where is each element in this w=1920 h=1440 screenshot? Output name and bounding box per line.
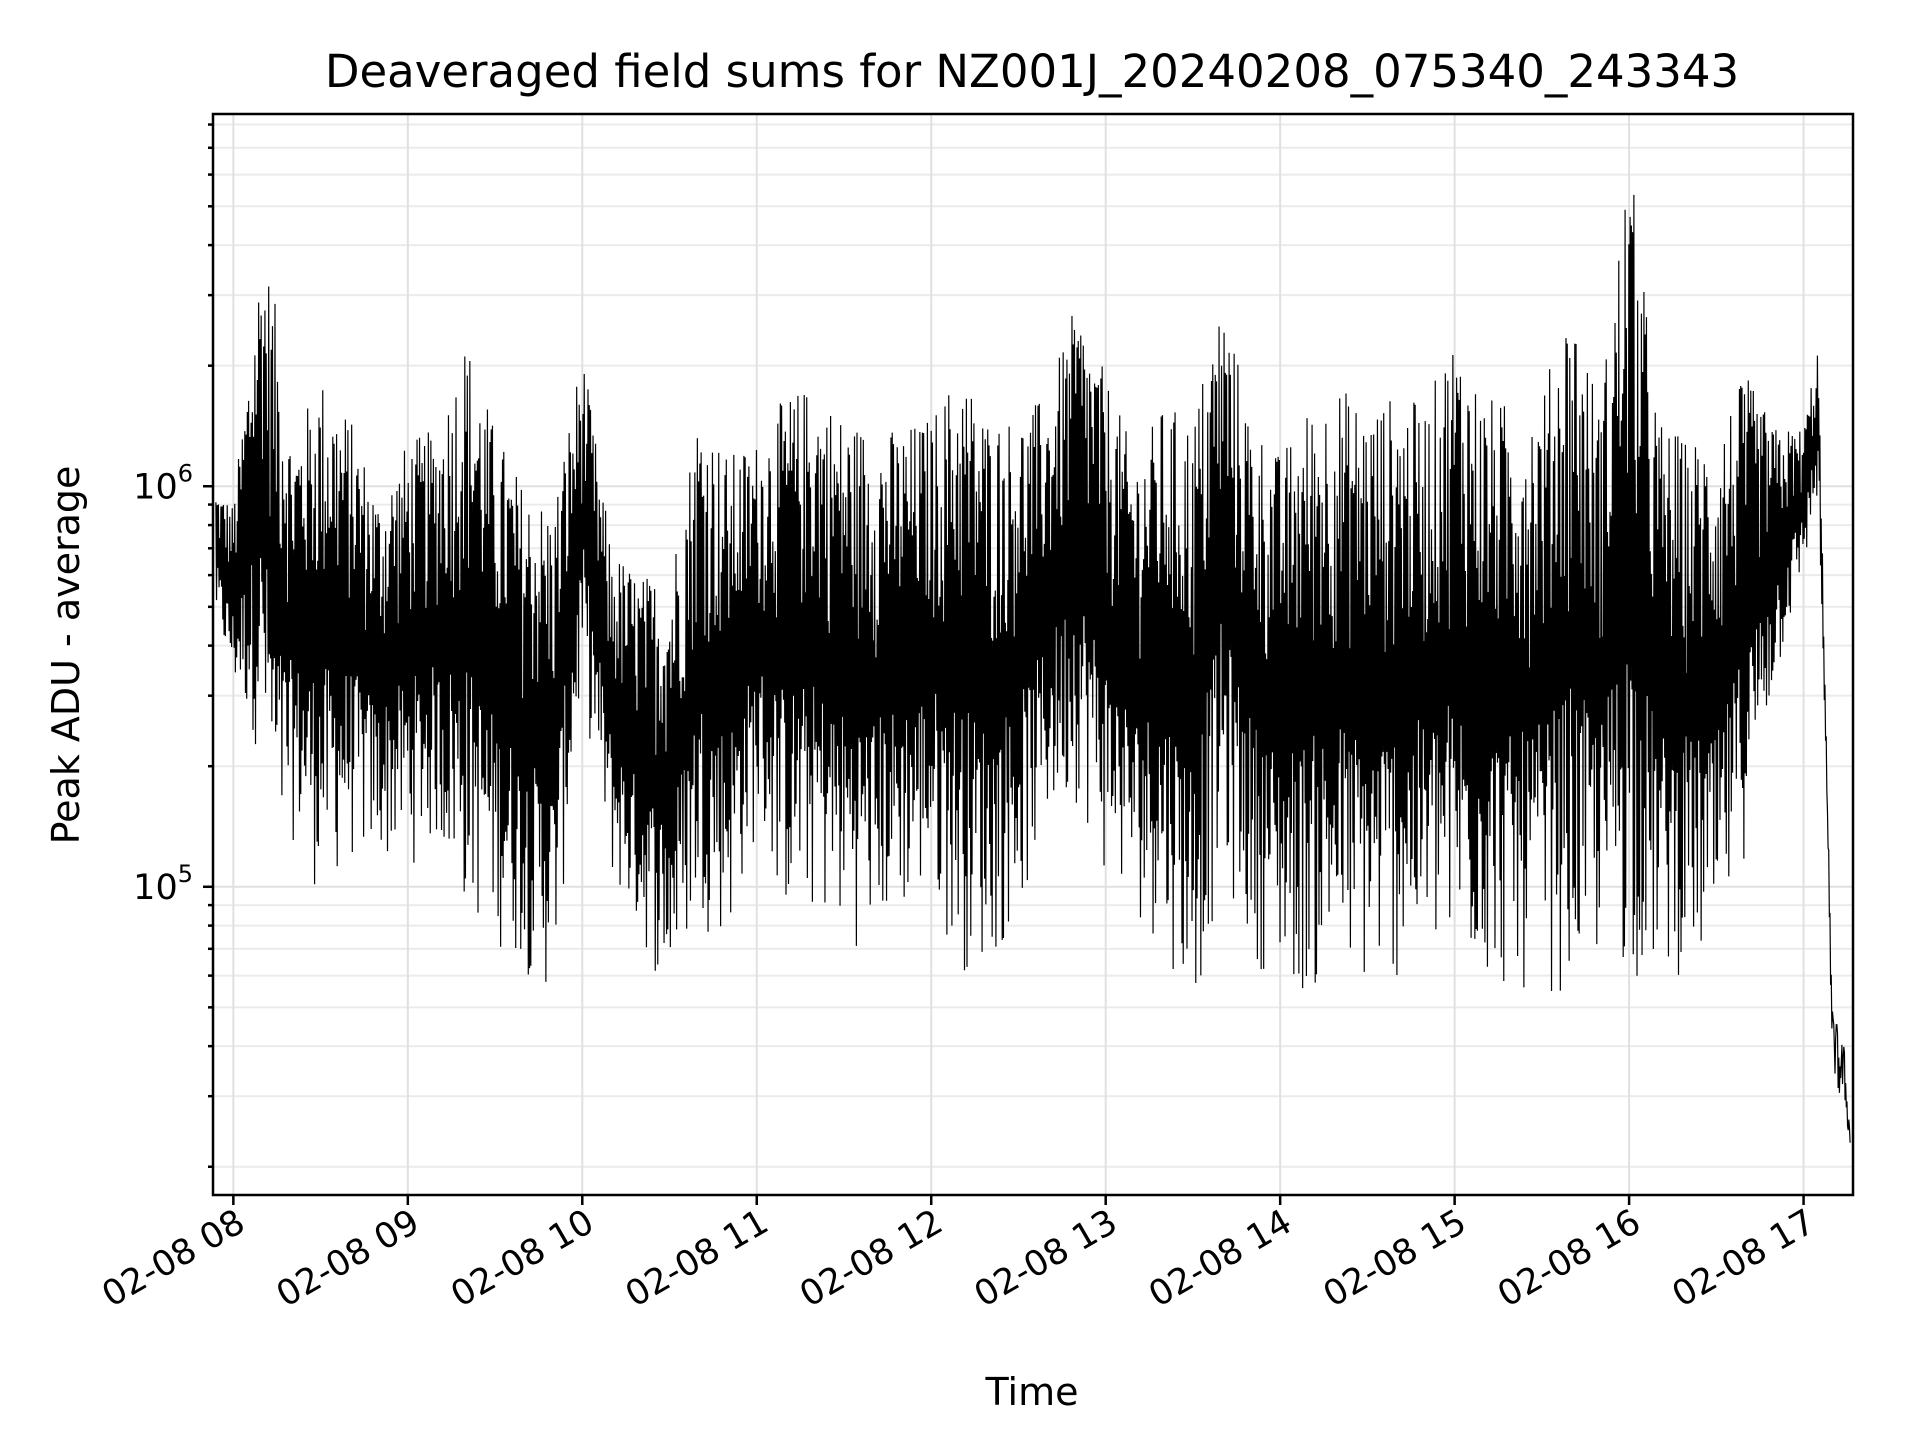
- x-tick-label: 02-08 09: [270, 1202, 426, 1315]
- series-group: [215, 194, 1851, 1143]
- x-tick-label: 02-08 12: [793, 1202, 949, 1315]
- x-tick-label: 02-08 15: [1317, 1202, 1473, 1315]
- series-line: [215, 194, 1851, 1143]
- x-tick-label: 02-08 08: [96, 1202, 252, 1315]
- y-tick-label: 106: [133, 459, 193, 507]
- y-axis-label: Peak ADU - average: [44, 466, 88, 845]
- x-axis-label: Time: [985, 1370, 1079, 1414]
- x-tick-label: 02-08 17: [1666, 1202, 1822, 1315]
- plot-frame: [211, 112, 1855, 1197]
- x-tick-label: 02-08 10: [445, 1202, 601, 1315]
- x-tick-label: 02-08 16: [1491, 1202, 1647, 1315]
- x-axis-ticks: 02-08 08 02-08 09 02-08 10 02-08 11 02-08 12…: [96, 1195, 1822, 1315]
- x-tick-label: 02-08 11: [619, 1202, 775, 1315]
- chart-title: Deaveraged field sums for NZ001J_2024020…: [325, 45, 1739, 98]
- x-tick-label: 02-08 13: [968, 1202, 1124, 1315]
- x-tick-label: 02-08 14: [1142, 1202, 1298, 1315]
- y-tick-label: 105: [133, 860, 193, 908]
- y-axis-ticks: 105 106: [133, 123, 213, 1168]
